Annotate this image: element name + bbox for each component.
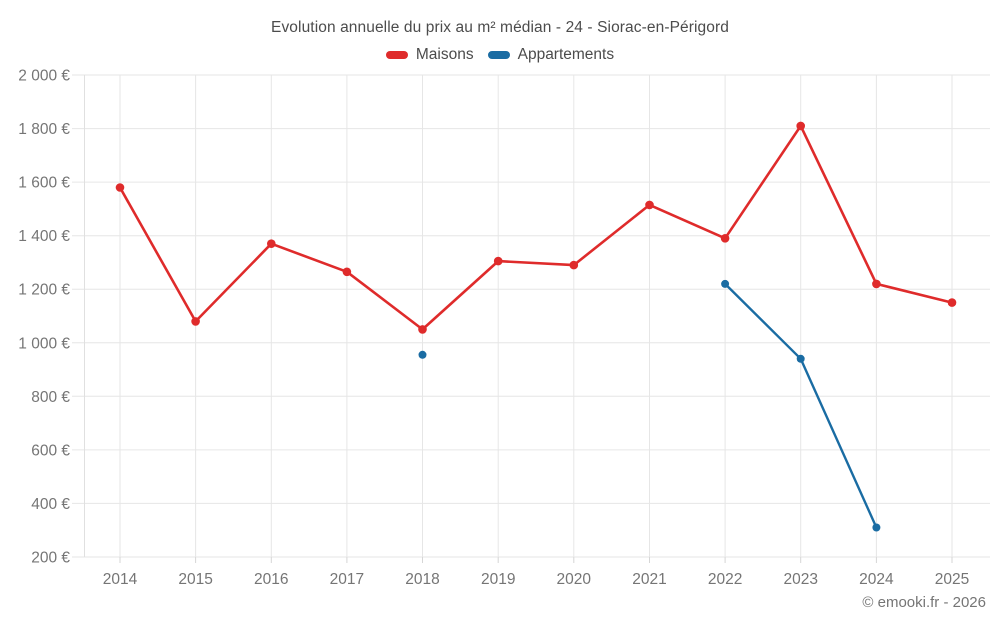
x-tick-label: 2024 (859, 571, 894, 588)
x-axis-labels: 2014 2015 2016 2017 2018 2019 2020 2021 2022 2023… (103, 571, 969, 588)
x-tick-label: 2016 (254, 571, 288, 588)
y-tick-label: 600 € (31, 442, 70, 459)
data-point-maisons-2016[interactable] (267, 239, 276, 248)
data-point-appartements-2022[interactable] (721, 279, 730, 288)
y-tick-label: 800 € (31, 389, 70, 406)
data-point-maisons-2020[interactable] (569, 260, 579, 270)
x-tick-label: 2018 (405, 571, 439, 588)
y-tick-label: 1 800 € (18, 121, 70, 138)
x-tick-label: 2017 (330, 571, 364, 588)
legend-label-maisons: Maisons (415, 46, 474, 63)
data-point-appartements-2018[interactable] (418, 350, 427, 359)
chart-legend: Maisons Appartements (0, 46, 1000, 64)
x-tick-label: 2014 (103, 571, 138, 588)
x-tick-label: 2025 (935, 571, 969, 588)
x-tick-label: 2019 (481, 571, 515, 588)
data-point-maisons-2018[interactable] (418, 325, 427, 334)
maisons-legend-marker-icon (385, 51, 408, 59)
data-point-maisons-2019[interactable] (493, 256, 503, 266)
y-tick-label: 1 400 € (18, 228, 70, 245)
grid (72, 74, 990, 563)
y-axis-labels: 2 000 € 1 800 € 1 600 € 1 400 € 1 200 € 1 000… (18, 68, 70, 567)
data-point-maisons-2022[interactable] (720, 234, 730, 243)
x-tick-label: 2021 (632, 571, 666, 588)
y-tick-label: 1 200 € (18, 282, 70, 299)
chart-title: Evolution annuelle du prix au m² médian … (271, 19, 729, 36)
legend-item-maisons[interactable]: Maisons (385, 46, 474, 64)
appartements-legend-marker-icon (487, 51, 510, 59)
y-tick-label: 1 600 € (18, 175, 70, 192)
data-point-maisons-2021[interactable] (645, 200, 654, 210)
data-point-maisons-2015[interactable] (191, 317, 200, 326)
maisons-line (118, 124, 954, 331)
x-tick-label: 2022 (708, 571, 742, 588)
x-tick-label: 2015 (178, 571, 212, 588)
series-maisons (115, 121, 957, 334)
data-point-maisons-2025[interactable] (947, 298, 957, 307)
x-tick-label: 2020 (557, 571, 592, 588)
legend-label-appartements: Appartements (517, 46, 615, 63)
data-point-maisons-2024[interactable] (872, 279, 881, 289)
data-point-appartements-2024[interactable] (872, 523, 881, 532)
data-point-maisons-2014[interactable] (115, 183, 125, 192)
data-point-maisons-2023[interactable] (796, 121, 805, 131)
data-point-maisons-2017[interactable] (342, 267, 352, 277)
y-tick-label: 1 000 € (18, 335, 70, 352)
legend-item-appartements[interactable]: Appartements (487, 46, 615, 64)
copyright-text: © emooki.fr - 2026 (862, 594, 986, 611)
series-appartements (418, 279, 881, 532)
data-point-appartements-2023[interactable] (796, 354, 805, 363)
y-tick-label: 400 € (31, 496, 70, 513)
y-tick-label: 200 € (31, 550, 70, 567)
x-tick-label: 2023 (783, 571, 817, 588)
y-tick-label: 2 000 € (18, 68, 70, 85)
